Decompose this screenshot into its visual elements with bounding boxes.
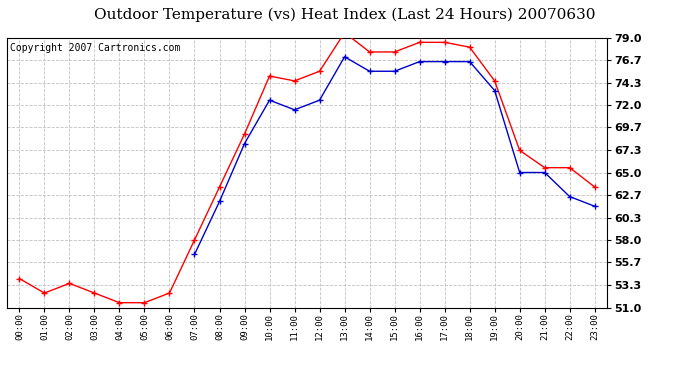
Text: Copyright 2007 Cartronics.com: Copyright 2007 Cartronics.com <box>10 43 180 53</box>
Text: Outdoor Temperature (vs) Heat Index (Last 24 Hours) 20070630: Outdoor Temperature (vs) Heat Index (Las… <box>95 8 595 22</box>
